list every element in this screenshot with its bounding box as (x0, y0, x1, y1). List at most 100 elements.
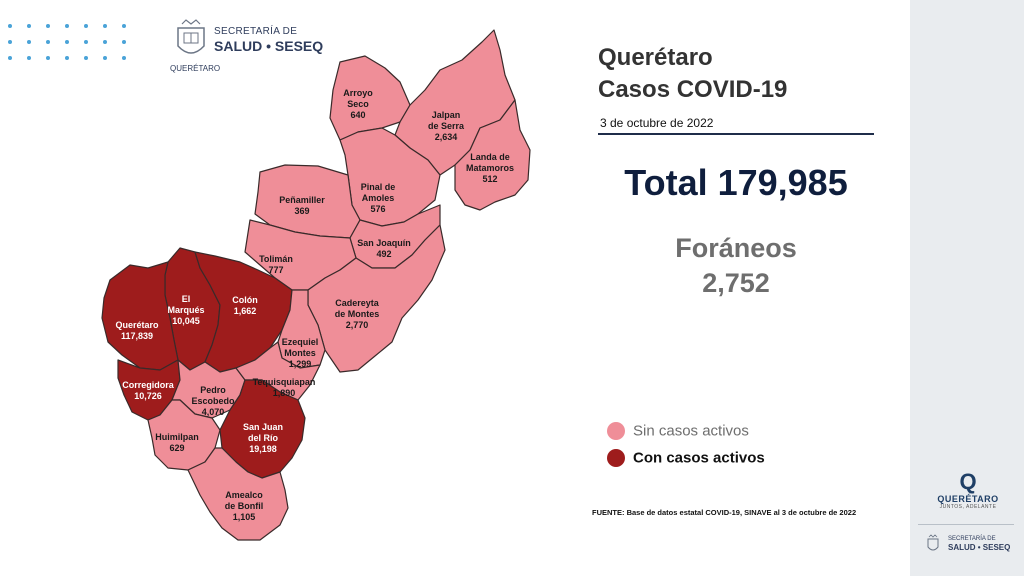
decorative-dot (65, 40, 69, 44)
municipality-cases: 4,070 (202, 407, 225, 417)
decorative-dot (103, 56, 107, 60)
municipality-name: Peñamiller (279, 195, 325, 205)
decorative-dot (122, 56, 126, 60)
municipality-cases: 576 (370, 204, 385, 214)
decorative-dot (46, 24, 50, 28)
municipality-label: San Joaquín 492 (357, 238, 411, 259)
municipality-name: de Montes (335, 309, 380, 319)
sidebar-org-line1: SECRETARÍA DE (948, 536, 996, 542)
municipality-label: Pinal de Amoles 576 (361, 182, 396, 214)
municipality-label: Amealco de Bonfil 1,105 (225, 490, 264, 522)
municipality-name: de Bonfil (225, 501, 264, 511)
decorative-dot (8, 24, 12, 28)
decorative-dot (8, 56, 12, 60)
total-cases: Total 179,985 (624, 162, 848, 203)
region-cadereyta-de-montes (307, 224, 446, 373)
queretaro-municipalities-map: Arroyo Seco 640 Jalpan de Serra 2,634 Landa de… (101, 29, 531, 541)
municipality-name: San Joaquín (357, 238, 411, 248)
municipality-cases: 10,045 (172, 316, 200, 326)
municipality-cases: 629 (169, 443, 184, 453)
title-divider (598, 133, 874, 135)
report-date: 3 de octubre de 2022 (600, 116, 714, 130)
decorative-dot (84, 24, 88, 28)
municipality-name: Tequisquiapan (253, 377, 316, 387)
municipality-cases: 10,726 (134, 391, 162, 401)
municipality-label: Ezequiel Montes 1,299 (282, 337, 319, 369)
municipality-cases: 19,198 (249, 444, 277, 454)
municipality-label: San Juan del Río 19,198 (243, 422, 283, 454)
sidebar-seseq-logo: SECRETARÍA DE SALUD • SESEQ (922, 532, 1018, 562)
municipality-name: El (182, 294, 191, 304)
municipality-label: Corregidora 10,726 (122, 380, 175, 401)
region-landa-de-matamoros (454, 99, 531, 211)
municipality-name: de Serra (428, 121, 465, 131)
page-subtitle: Casos COVID-19 (598, 76, 788, 103)
org-name-line1: SECRETARÍA DE (214, 26, 298, 37)
municipality-cases: 2,770 (346, 320, 369, 330)
municipality-label: Cadereyta de Montes 2,770 (335, 298, 380, 330)
municipality-name: Tolimán (259, 254, 293, 264)
decorative-dot (84, 40, 88, 44)
municipality-cases: 777 (268, 265, 283, 275)
municipality-label: Peñamiller 369 (279, 195, 325, 216)
municipality-label: Jalpan de Serra 2,634 (428, 110, 465, 142)
municipality-cases: 1,105 (233, 512, 256, 522)
legend-inactive-swatch (607, 422, 625, 441)
seseq-logo: SECRETARÍA DE SALUD • SESEQ QUERÉTARO (170, 16, 340, 78)
municipality-name: Corregidora (122, 380, 175, 390)
source-note: FUENTE: Base de datos estatal COVID-19, … (592, 508, 857, 517)
municipality-name: Jalpan (432, 110, 461, 120)
municipality-label: El Marqués 10,045 (167, 294, 204, 326)
queretaro-q-icon: Q (959, 469, 977, 494)
org-name-line3: QUERÉTARO (170, 64, 221, 73)
municipality-cases: 1,890 (273, 388, 296, 398)
decorative-dot (103, 24, 107, 28)
right-sidebar (910, 0, 1024, 576)
org-name-line2: SALUD • SESEQ (214, 38, 324, 54)
municipality-cases: 1,662 (234, 306, 257, 316)
legend-inactive: Sin casos activos (607, 422, 749, 442)
state-seal-icon (177, 19, 205, 54)
decorative-dot (122, 40, 126, 44)
region-huimilpan (147, 399, 221, 471)
municipality-cases: 117,839 (121, 331, 153, 341)
decorative-dot-grid (8, 24, 138, 68)
municipality-cases: 369 (294, 206, 309, 216)
sidebar-seal-icon (927, 534, 939, 551)
municipality-name: Cadereyta (335, 298, 380, 308)
municipality-name: Amealco (225, 490, 263, 500)
brand-tagline: JUNTOS, ADELANTE (939, 504, 997, 510)
municipality-cases: 640 (350, 110, 365, 120)
decorative-dot (103, 40, 107, 44)
legend-active-label: Con casos activos (633, 449, 765, 467)
municipality-name: Seco (347, 99, 369, 109)
municipality-cases: 492 (376, 249, 391, 259)
decorative-dot (122, 24, 126, 28)
municipality-name: Landa de (470, 152, 510, 162)
municipality-label: Pedro Escobedo 4,070 (191, 385, 235, 417)
decorative-dot (84, 56, 88, 60)
decorative-dot (8, 40, 12, 44)
legend-active: Con casos activos (607, 449, 765, 469)
municipality-cases: 2,634 (435, 132, 458, 142)
municipality-name: Pedro (200, 385, 226, 395)
sidebar-org-line2: SALUD • SESEQ (948, 543, 1011, 552)
municipality-label: Colón 1,662 (232, 295, 258, 316)
municipality-label: Tequisquiapan 1,890 (253, 377, 316, 398)
municipality-name: Matamoros (466, 163, 514, 173)
page-title: Querétaro (598, 44, 713, 71)
legend-active-swatch (607, 449, 625, 468)
decorative-dot (65, 56, 69, 60)
region-arroyo-seco (329, 55, 411, 141)
municipality-name: Querétaro (115, 320, 159, 330)
municipality-name: Arroyo (343, 88, 373, 98)
municipality-cases: 512 (482, 174, 497, 184)
decorative-dot (65, 24, 69, 28)
municipality-label: Querétaro 117,839 (115, 320, 159, 341)
municipality-cases: 1,299 (289, 359, 312, 369)
foraneos-value: 2,752 (702, 268, 770, 298)
decorative-dot (27, 40, 31, 44)
municipality-label: Huimilpan 629 (155, 432, 199, 453)
decorative-dot (27, 24, 31, 28)
foraneos-label: Foráneos (675, 233, 797, 263)
